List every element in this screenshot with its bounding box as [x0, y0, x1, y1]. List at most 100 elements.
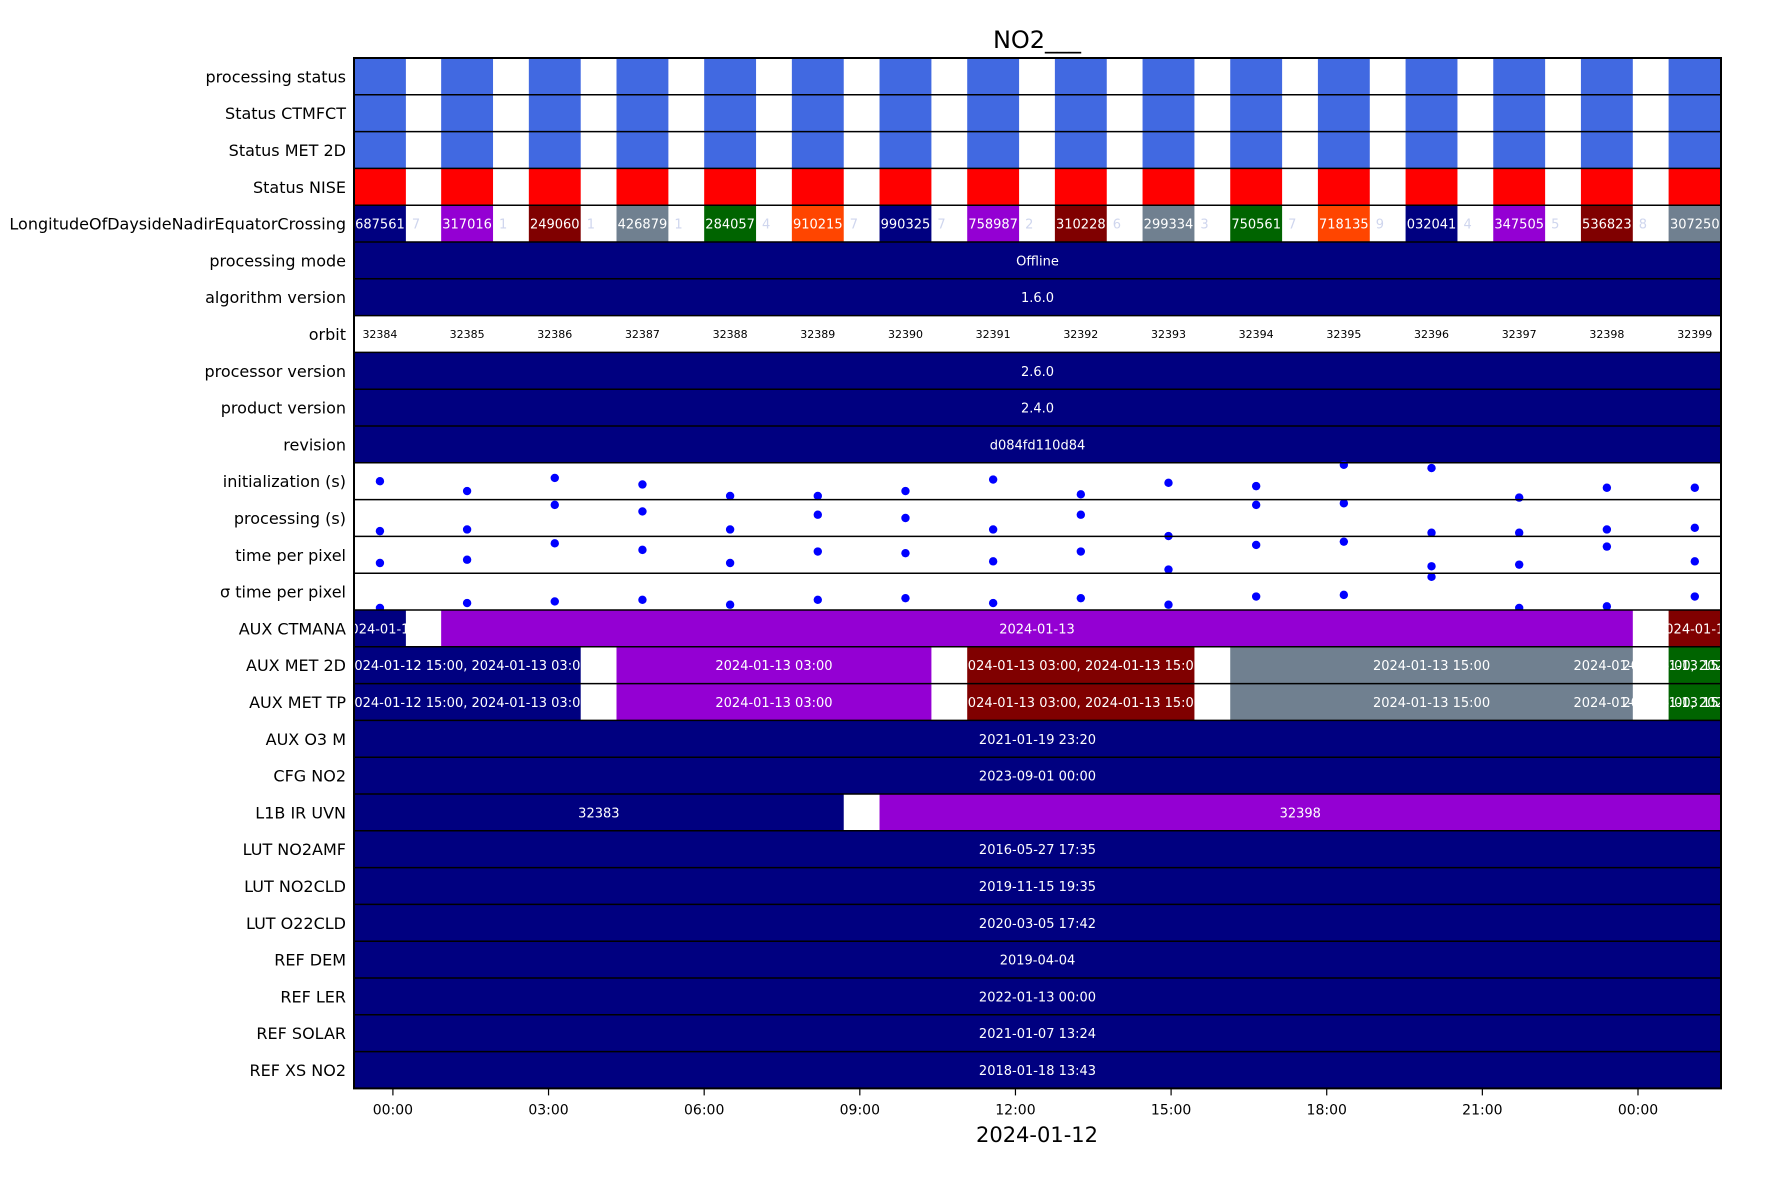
segment-block: [616, 646, 932, 684]
row-label: LongitudeOfDaysideNadirEquatorCrossing: [9, 215, 346, 234]
data-point: [813, 595, 822, 604]
segment-block: [967, 683, 1195, 721]
segment-block: [354, 389, 1721, 426]
row-label: LUT NO2CLD: [244, 877, 346, 896]
longitude-block: [1317, 205, 1370, 242]
status-block: [1054, 58, 1107, 95]
segment-label: 2024-01-13 15:00: [1373, 659, 1490, 674]
x-tick-label: 18:00: [1307, 1102, 1347, 1118]
longitude-label: 750561: [1231, 218, 1281, 233]
data-point: [550, 500, 559, 510]
longitude-gap-label: 3: [1200, 218, 1208, 233]
longitude-block: [1405, 205, 1458, 242]
row-22: 2019-11-15 19:35: [354, 867, 1721, 905]
status-block: [1230, 94, 1283, 132]
status-block: [441, 168, 494, 206]
row-label: initialization (s): [223, 472, 346, 491]
data-point: [813, 510, 822, 519]
segment-block: [354, 794, 844, 831]
row-3: [354, 168, 1721, 206]
status-block: [1317, 131, 1370, 169]
status-block: [879, 131, 932, 169]
segment-label: 2021-01-07 13:24: [979, 1027, 1096, 1042]
longitude-block: [879, 205, 932, 242]
longitude-gap-label: 1: [587, 218, 595, 233]
status-block: [441, 131, 494, 169]
status-block: [1405, 168, 1458, 206]
data-point: [901, 513, 910, 523]
data-point: [462, 598, 472, 608]
segment-block: [967, 646, 1195, 684]
orbit-label: 32392: [1063, 328, 1098, 341]
segment-block: [441, 610, 1633, 647]
data-point: [1602, 602, 1612, 611]
data-point: [725, 558, 735, 568]
orbit-label: 32390: [888, 328, 923, 341]
status-block: [1668, 58, 1721, 95]
longitude-gap-label: 2: [1025, 218, 1033, 233]
segment-block: [879, 794, 1721, 831]
row-10: d084fd110d84: [354, 426, 1721, 463]
status-block: [1493, 94, 1546, 132]
longitude-label: 249060: [530, 218, 580, 233]
data-point: [1076, 490, 1086, 499]
row-label: processor version: [204, 362, 346, 381]
segment-label: 2024-01-13 15:00, 2024-01-14 03:00: [1574, 696, 1771, 711]
longitude-block: [1493, 205, 1546, 242]
status-block: [704, 131, 757, 169]
longitude-block: [354, 205, 406, 242]
status-block: [704, 168, 757, 206]
plot-frame: [353, 57, 1722, 1090]
segment-label: 2021-01-19 23:20: [979, 733, 1096, 748]
segment-label: 2023-09-01 00:00: [979, 770, 1096, 785]
data-point: [1514, 560, 1524, 569]
segment-label: 32383: [578, 806, 619, 821]
status-block: [1580, 58, 1633, 95]
data-point: [1339, 460, 1349, 469]
status-block: [1142, 94, 1195, 132]
row-label: revision: [283, 435, 346, 454]
segment-block: [1668, 646, 1721, 684]
data-point: [988, 525, 998, 534]
x-tick-label: 21:00: [1462, 1102, 1502, 1118]
row-label: LUT O22CLD: [246, 914, 346, 933]
row-label: Status MET 2D: [229, 141, 346, 160]
segment-label: 2024-01-12 15:00, 2024-01-13 03:00: [346, 659, 589, 674]
segment-block: [354, 352, 1721, 390]
row-4: 687561 7 317016 1 249060 1 426879 1 284057 4 91021…: [354, 205, 1721, 242]
segment-label: 2020-03-05 17:42: [979, 917, 1096, 932]
status-block: [967, 131, 1020, 169]
status-block: [354, 94, 406, 132]
longitude-label: 910215: [793, 218, 843, 233]
data-point: [1427, 463, 1436, 473]
x-axis-label: 2024-01-12: [976, 1123, 1098, 1147]
longitude-block: [1580, 205, 1633, 242]
status-block: [354, 58, 406, 95]
status-block: [1142, 131, 1195, 169]
chart-title: NO2___: [993, 26, 1082, 54]
status-block: [1230, 58, 1283, 95]
row-24: 2019-04-04: [354, 941, 1721, 978]
data-point: [901, 593, 910, 603]
status-block: [528, 58, 581, 95]
status-block: [1317, 58, 1370, 95]
longitude-label: 347505: [1494, 218, 1544, 233]
status-block: [1668, 168, 1721, 206]
longitude-gap-label: 1: [499, 218, 507, 233]
longitude-gap-label: 7: [1288, 218, 1296, 233]
longitude-label: 032041: [1407, 218, 1457, 233]
row-15: 2024-01-12 2024-01-13 2024-01-14: [354, 610, 1721, 647]
row-label: time per pixel: [235, 546, 346, 565]
segment-block: [1668, 610, 1721, 647]
segment-block: [1230, 646, 1633, 684]
segment-label: 2024-01-12 15:00, 2024-01-13 03:00: [346, 696, 589, 711]
data-point: [1339, 499, 1349, 508]
status-block: [1405, 58, 1458, 95]
segment-block: [354, 1014, 1721, 1052]
segment-label: Offline: [1016, 254, 1059, 269]
segment-block: [354, 978, 1721, 1015]
status-block: [1405, 94, 1458, 132]
longitude-label: 317016: [442, 218, 492, 233]
segment-label: d084fd110d84: [990, 438, 1086, 453]
